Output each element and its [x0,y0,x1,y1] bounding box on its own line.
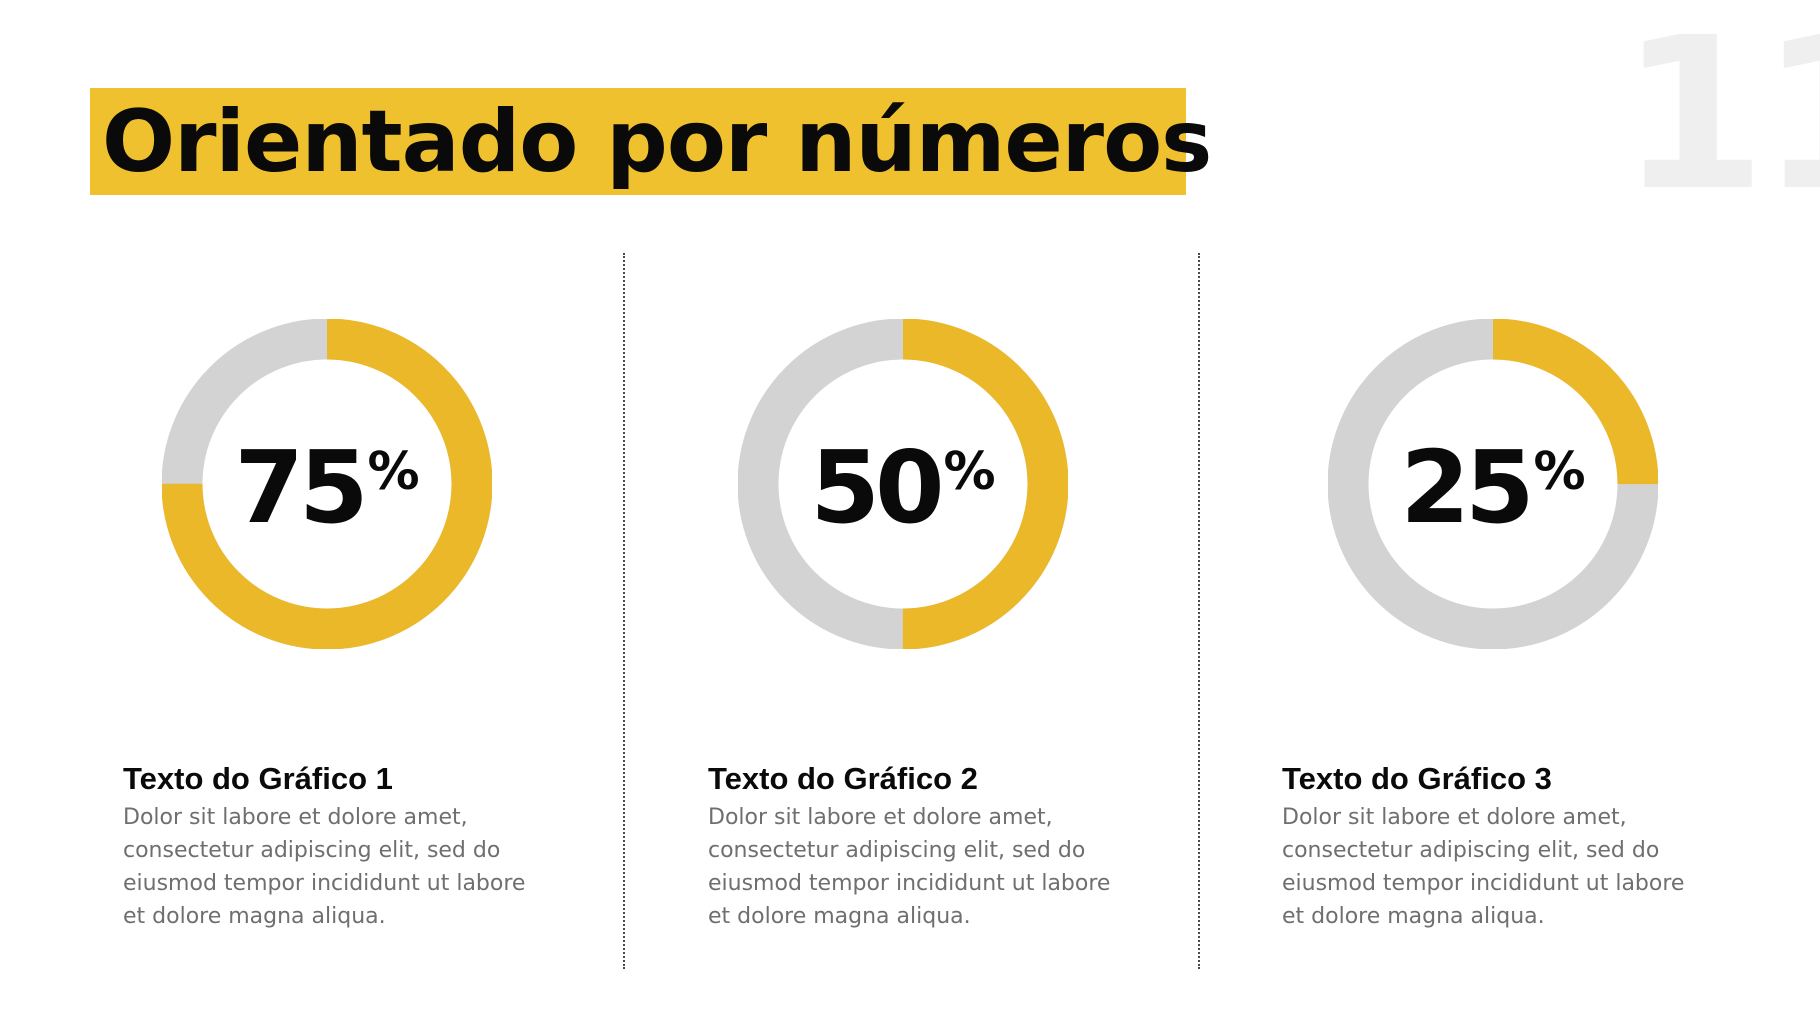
donut-chart-1-label: 75% [162,319,492,649]
donut-chart-3-percent-sign: % [1533,442,1586,502]
chart-3-heading: Texto do Gráfico 3 [1282,761,1552,796]
chart-2-heading: Texto do Gráfico 2 [708,761,978,796]
donut-chart-2-value: 50 [810,429,944,546]
donut-chart-1: 75% [162,319,492,649]
donut-chart-1-graphic [162,319,492,649]
chart-3-body: Dolor sit labore et dolore amet, consect… [1282,805,1685,929]
slide-number: 11 [1620,0,1820,237]
page-title: Orientado por números [102,92,1212,192]
donut-chart-2-label: 50% [738,319,1068,649]
donut-chart-1-value: 75 [234,429,368,546]
donut-chart-1-percent-sign: % [367,442,420,502]
chart-3-description: Texto do Gráfico 3 Dolor sit labore et d… [1282,759,1702,933]
chart-1-description: Texto do Gráfico 1 Dolor sit labore et d… [123,759,543,933]
donut-chart-3-value-arc [1328,319,1658,649]
donut-chart-3-graphic [1328,319,1658,649]
donut-chart-2-value-arc [738,319,1068,649]
title-highlight: Orientado por números [90,88,1212,195]
column-divider-1 [623,253,625,969]
chart-1-heading: Texto do Gráfico 1 [123,761,393,796]
chart-2-description: Texto do Gráfico 2 Dolor sit labore et d… [708,759,1128,933]
donut-chart-2-graphic [738,319,1068,649]
chart-1-body: Dolor sit labore et dolore amet, consect… [123,805,526,929]
column-divider-2 [1198,253,1200,969]
donut-chart-3: 25% [1328,319,1658,649]
chart-2-body: Dolor sit labore et dolore amet, consect… [708,805,1111,929]
donut-chart-3-label: 25% [1328,319,1658,649]
donut-chart-1-value-arc [162,319,492,649]
donut-chart-2: 50% [738,319,1068,649]
donut-chart-2-percent-sign: % [943,442,996,502]
donut-chart-3-value: 25 [1400,429,1534,546]
